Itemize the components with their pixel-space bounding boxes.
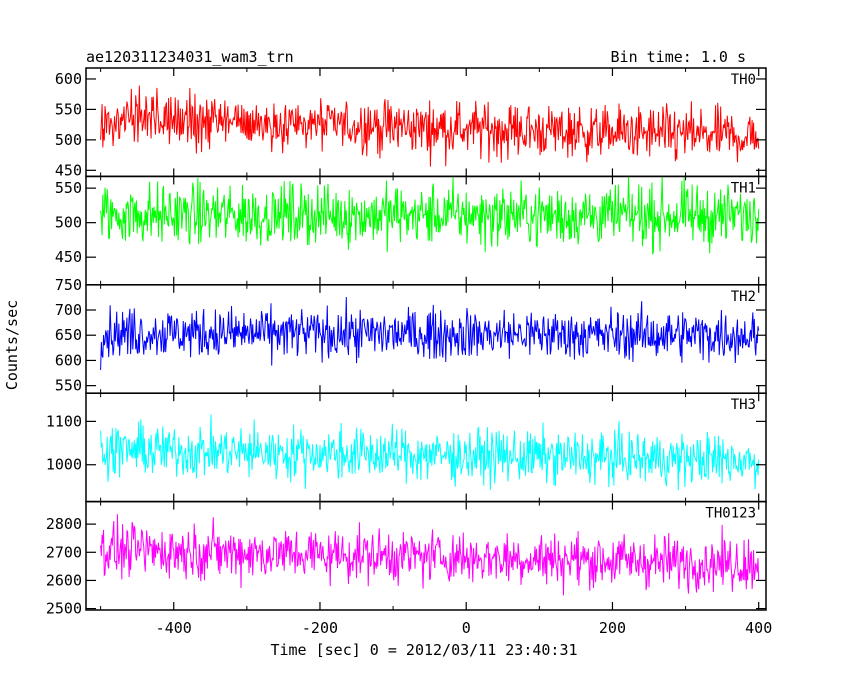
y-tick-label: 2600 [46,571,82,589]
x-tick-label: -200 [302,619,338,637]
panel-label-th2: TH2 [731,289,756,305]
y-tick-label: 650 [55,326,82,344]
x-tick-label: 200 [599,619,626,637]
chart-title: ae120311234031_wam3_trn [86,48,294,66]
x-tick-label: -400 [156,619,192,637]
series-line-th2 [100,296,760,371]
series-line-th3 [100,414,760,491]
y-tick-label: 600 [55,351,82,369]
y-tick-label: 750 [55,276,82,294]
panel-label-th0: TH0 [731,72,756,88]
y-tick-label: 2500 [46,600,82,618]
x-tick-label: 0 [462,619,471,637]
panels-group: TH0 450 500 550 600 TH1 450 500 550 TH2 550 600 650 7… [46,67,772,637]
y-tick-label: 450 [55,248,82,266]
y-tick-label: 1000 [46,456,82,474]
y-tick-label: 600 [55,70,82,88]
y-tick-label: 450 [55,161,82,179]
y-tick-label: 550 [55,377,82,395]
series-line-th1 [100,176,760,255]
y-tick-label: 2700 [46,543,82,561]
y-tick-label: 700 [55,301,82,319]
y-tick-label: 2800 [46,515,82,533]
panel-frame-th0123 [85,500,767,611]
y-tick-label: 500 [55,131,82,149]
y-tick-label: 550 [55,179,82,197]
bin-time-label: Bin time: 1.0 s [611,48,746,66]
series-line-th0 [100,85,760,167]
x-tick-label: 400 [745,619,772,637]
panel-frame-th1 [85,175,767,286]
y-tick-label: 550 [55,100,82,118]
x-axis-label: Time [sec] 0 = 2012/03/11 23:40:31 [270,641,577,659]
panel-label-th3: TH3 [731,397,756,413]
panel-label-th0123: TH0123 [705,506,756,522]
series-line-th0123 [100,514,760,596]
y-axis-label: Counts/sec [3,300,21,390]
y-tick-label: 1100 [46,412,82,430]
y-tick-label: 500 [55,214,82,232]
panel-label-th1: TH1 [731,180,756,196]
